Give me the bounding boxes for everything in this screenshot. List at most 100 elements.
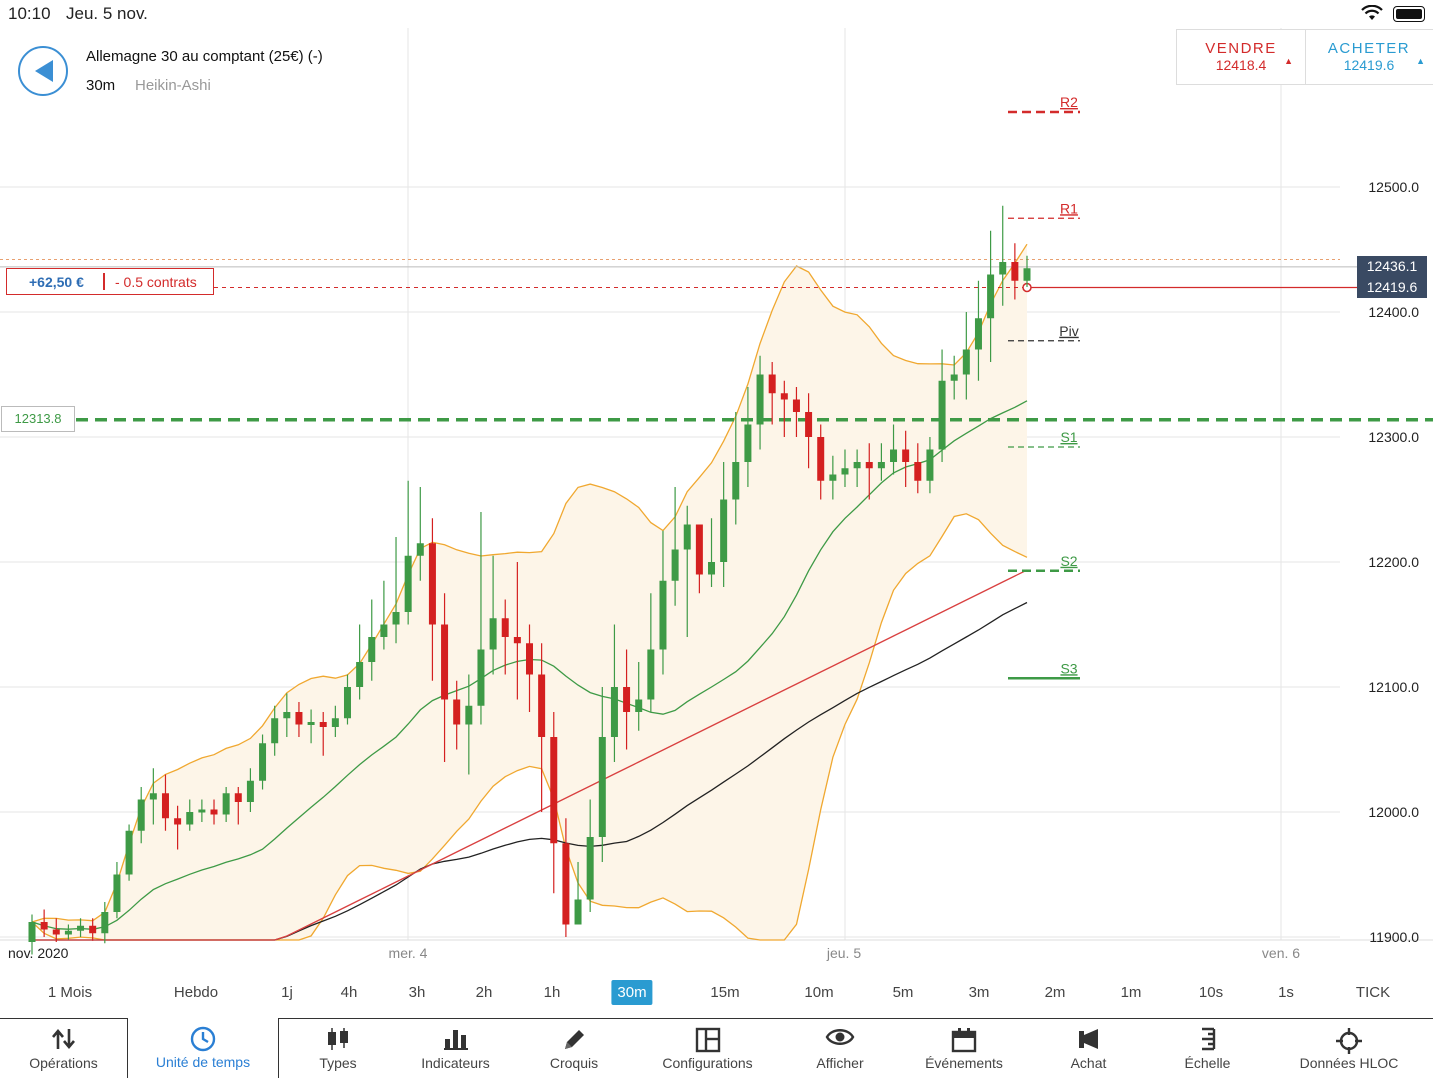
candle-body [586,837,594,900]
tab-pencil[interactable]: Croquis [512,1019,636,1076]
candle-body [550,737,558,844]
candle-body [974,318,982,350]
x-tick-label: nov. 2020 [8,945,69,961]
tab-label: Afficher [816,1055,864,1071]
candle-body [513,637,521,644]
candle-body [186,812,194,825]
back-button[interactable] [18,46,68,96]
sell-button[interactable]: VENDRE 12418.4 ▲ [1177,30,1306,84]
moving-average-red [32,569,1028,941]
candle-body [64,930,72,935]
pivot-label-s2: S2 [1060,553,1077,569]
status-time: 10:10 [8,4,51,23]
timeframe-hebdo[interactable]: Hebdo [173,984,219,1001]
candle-body [343,687,351,719]
candle-body [161,793,169,819]
instrument-title[interactable]: Allemagne 30 au comptant (25€) (-) [86,48,323,65]
divider [103,273,105,290]
position-box[interactable]: +62,50 € - 0.5 contrats [6,268,214,295]
candle-body [1011,262,1019,281]
candle-body [404,555,412,612]
timeframe-4h[interactable]: 4h [340,984,358,1001]
timeframe-1h[interactable]: 1h [543,984,561,1001]
candle-body [319,722,327,727]
megaphone-icon [1076,1027,1102,1056]
price-chart[interactable]: R2 R1 Piv S1 S2 S3 12500.0 12400.0 12300.0 12200… [0,28,1433,968]
tab-label: Types [319,1055,357,1071]
candle-body [489,618,497,650]
candle-body [574,899,582,925]
wifi-icon [1361,4,1383,26]
timeframe-tick[interactable]: TICK [1355,984,1391,1001]
timeframe-15m[interactable]: 15m [710,984,740,1001]
timeframe-3m[interactable]: 3m [968,984,990,1001]
candle-body [780,393,788,400]
clock-icon [190,1026,216,1057]
timeframe-10m[interactable]: 10m [804,984,834,1001]
tab-scale[interactable]: Échelle [1150,1019,1265,1076]
candle-body [137,799,145,831]
candle-body [246,780,254,802]
candle-body [392,612,400,625]
tab-candlestick[interactable]: Types [277,1019,399,1076]
pivot-label-piv: Piv [1059,323,1078,339]
candle-body [40,922,48,930]
scale-icon [1197,1027,1219,1058]
tab-label: Échelle [1184,1055,1231,1071]
timeframe-1m[interactable]: 1m [1120,984,1142,1001]
eye-icon [825,1027,855,1052]
candle-body [598,737,606,837]
tab-crosshair[interactable]: Données HLOC [1265,1019,1433,1076]
candle-body [792,399,800,412]
price-levels [0,259,1433,422]
sell-price: 12418.4 [1215,57,1267,73]
candle-body [28,922,36,942]
stop-level-box[interactable]: 12313.8 [1,406,75,432]
entry-price-tag: 12419.6 [1357,277,1427,298]
candle-body [283,712,291,719]
tab-bar-chart[interactable]: Indicateurs [399,1019,512,1076]
tab-eye[interactable]: Afficher [779,1019,901,1076]
timeframe-1-mois[interactable]: 1 Mois [47,984,93,1001]
tab-layout[interactable]: Configurations [636,1019,779,1076]
timeframe-1j[interactable]: 1j [281,984,293,1001]
timeframe-10s[interactable]: 10s [1198,984,1224,1001]
timeframe-5m[interactable]: 5m [892,984,914,1001]
candle-body [210,809,218,815]
candle-body [368,637,376,662]
tab-up-down-arrows[interactable]: Opérations [0,1019,127,1076]
status-date: Jeu. 5 nov. [66,4,148,23]
tab-label: Unité de temps [155,1053,251,1070]
buy-label: ACHETER [1327,40,1411,57]
timeframe-2h[interactable]: 2h [475,984,493,1001]
timeframe-1s[interactable]: 1s [1278,984,1294,1001]
y-tick-label: 12500.0 [1368,179,1419,195]
up-triangle-icon: ▲ [1416,56,1425,66]
candle-body [768,374,776,394]
candles [28,205,1031,955]
candle-body [938,380,946,450]
x-tick-label: jeu. 5 [826,945,861,961]
current-price-tag: 12436.1 [1357,256,1427,277]
timeframe-3h[interactable]: 3h [408,984,426,1001]
buy-button[interactable]: ACHETER 12419.6 ▲ [1305,30,1433,84]
candle-body [744,424,752,462]
candle-body [428,543,436,625]
status-bar: 10:10 Jeu. 5 nov. [0,0,1433,28]
tab-calendar[interactable]: Événements [901,1019,1027,1076]
chart-type-label: Heikin-Ashi [135,77,211,94]
pencil-icon [561,1027,587,1058]
timeframe-2m[interactable]: 2m [1044,984,1066,1001]
candle-body [295,712,303,725]
chart-timeframe-label: 30m [86,77,116,94]
candle-body [234,793,242,802]
candle-body [526,643,533,675]
candle-body [805,412,813,437]
candle-body [853,462,861,469]
tab-megaphone[interactable]: Achat [1027,1019,1150,1076]
tab-clock[interactable]: Unité de temps [127,1017,279,1078]
sell-label: VENDRE [1205,40,1277,57]
y-tick-label: 12300.0 [1368,429,1419,445]
timeframe-30m[interactable]: 30m [611,980,653,1005]
candle-body [683,524,691,550]
